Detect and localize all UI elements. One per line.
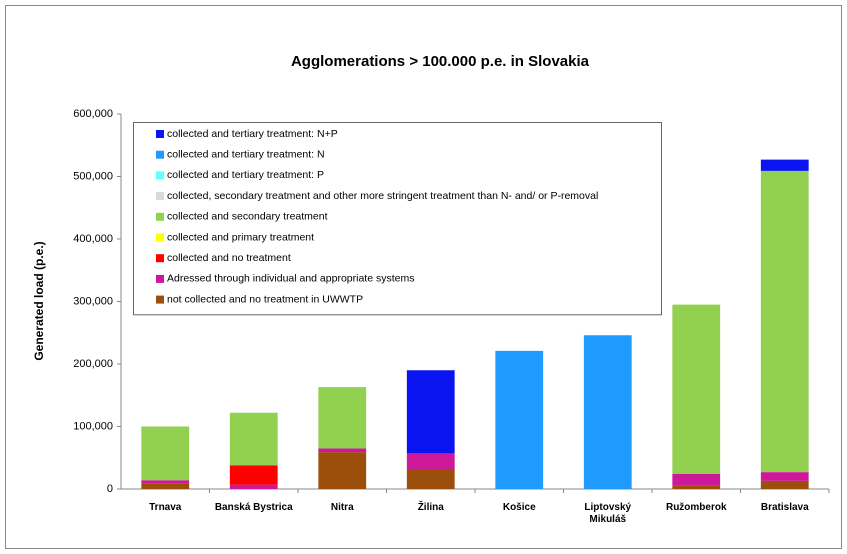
bar-segment (406, 370, 455, 454)
bar-segment (141, 426, 190, 481)
y-tick-label: 500,000 (73, 170, 113, 182)
bar-segment (318, 452, 367, 489)
legend-swatch (156, 254, 164, 263)
bar-segment (495, 350, 544, 489)
legend-label: collected and tertiary treatment: N+P (167, 128, 338, 140)
y-tick-label: 100,000 (73, 420, 113, 432)
legend-swatch (156, 150, 164, 159)
x-tick-label: Ružomberok (665, 502, 727, 513)
legend-label: collected and secondary treatment (167, 211, 328, 223)
chart-title: Agglomerations > 100.000 p.e. in Slovaki… (291, 53, 590, 70)
legend-swatch (156, 212, 164, 221)
y-axis-label: Generated load (p.e.) (32, 241, 46, 360)
legend-label: collected and no treatment (167, 252, 291, 264)
legend-swatch (156, 130, 164, 138)
bar-segment (760, 472, 809, 481)
bar-segment (672, 474, 721, 486)
bar-segment (141, 483, 190, 489)
bar-segment (229, 465, 278, 485)
bar-segment (229, 484, 278, 489)
legend-label: collected and tertiary treatment: N (167, 148, 325, 160)
legend-swatch (156, 233, 164, 242)
y-tick-label: 400,000 (73, 233, 113, 245)
x-tick-label: Liptovský Mikuláš (584, 502, 632, 525)
bar-segment (672, 485, 721, 489)
bar-segment (318, 387, 367, 449)
y-tick-label: 600,000 (73, 108, 113, 120)
legend-label: collected and primary treatment (167, 231, 314, 243)
bar-segment (760, 480, 809, 489)
bar-segment (760, 170, 809, 473)
y-tick-label: 200,000 (73, 358, 113, 370)
legend-swatch (156, 192, 164, 201)
bar-segment (760, 159, 809, 171)
x-tick-label: Trnava (149, 502, 182, 513)
bar-segment (406, 469, 455, 489)
legend-label: collected and tertiary treatment: P (167, 169, 324, 181)
y-tick-label: 300,000 (73, 295, 113, 307)
x-tick-label: Košice (502, 502, 536, 513)
legend-swatch (156, 171, 164, 180)
bar-segment (583, 335, 632, 489)
legend-label: Adressed through individual and appropri… (167, 273, 414, 285)
y-tick-label: 0 (107, 483, 113, 495)
bar-segment (229, 412, 278, 466)
x-tick-label: Banská Bystrica (214, 502, 293, 513)
x-tick-label: Bratislava (760, 502, 809, 513)
legend-label: collected, secondary treatment and other… (167, 190, 598, 202)
legend-box (133, 122, 662, 316)
bar-segment (318, 448, 367, 453)
bar-segment (406, 453, 455, 469)
legend-swatch (156, 295, 164, 304)
legend-swatch (156, 274, 164, 283)
bar-segment (672, 304, 721, 474)
bar-segment (141, 480, 190, 484)
x-tick-label: Nitra (330, 502, 354, 513)
x-tick-label: Žilina (417, 502, 444, 513)
legend-label: not collected and no treatment in UWWTP (167, 293, 363, 305)
